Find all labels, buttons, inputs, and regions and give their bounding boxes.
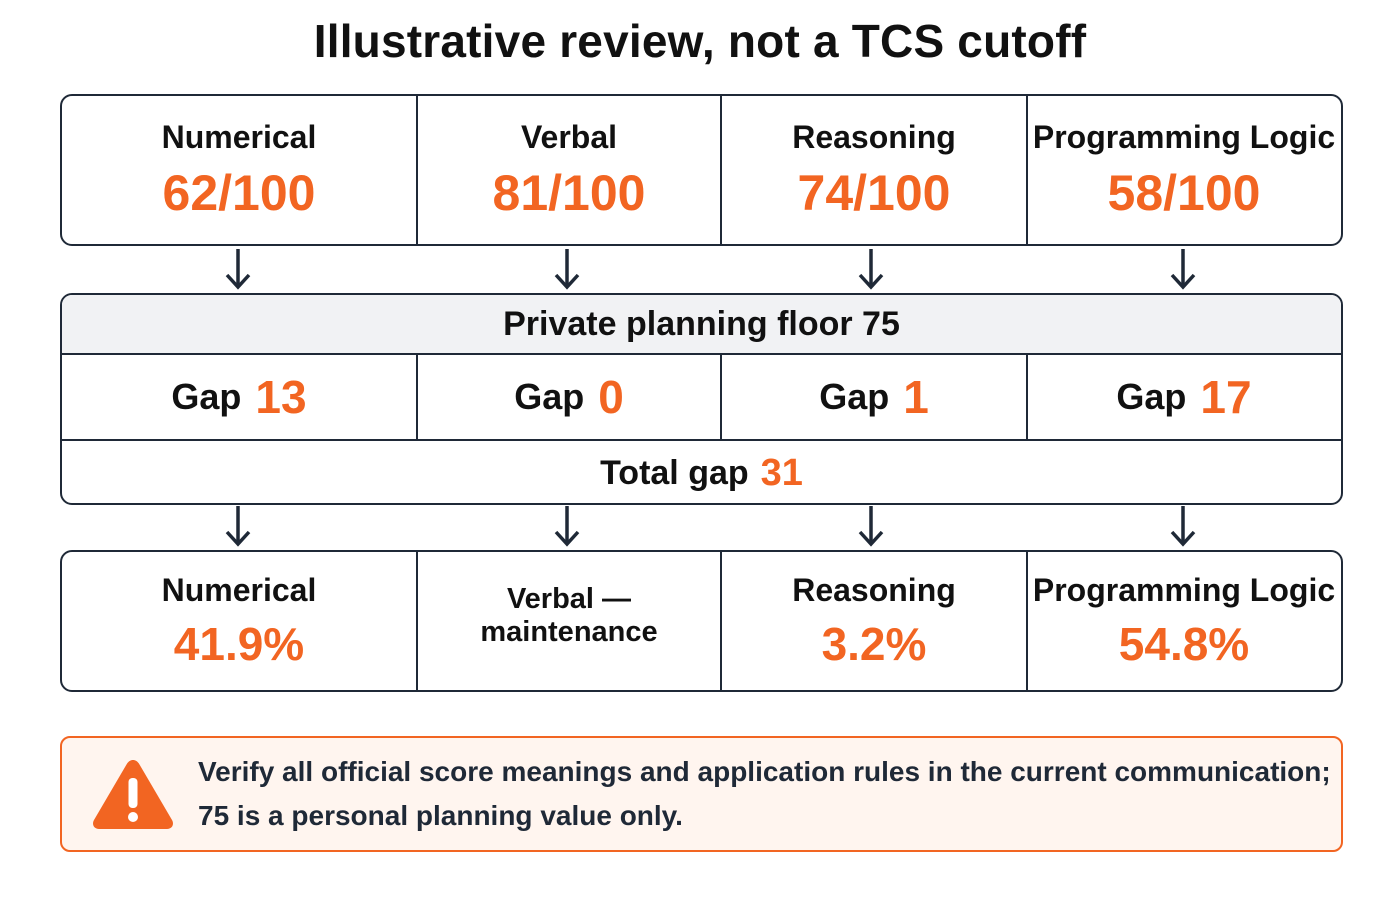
gap-label: Gap	[171, 376, 242, 417]
score-cell-programming-logic: Programming Logic 58/100	[1026, 96, 1340, 244]
gap-value: 13	[255, 371, 307, 423]
down-arrow-icon	[858, 249, 884, 290]
total-gap-row: Total gap 31	[62, 441, 1341, 503]
gap-value: 0	[598, 371, 624, 423]
warning-triangle-icon	[93, 760, 173, 829]
page-title: Illustrative review, not a TCS cutoff	[313, 15, 1087, 67]
section-label: Reasoning	[792, 118, 956, 155]
gap-cell-reasoning: Gap 1	[720, 355, 1026, 439]
gap-label: Gap	[1116, 376, 1187, 417]
score-cell-reasoning: Reasoning 74/100	[720, 96, 1026, 244]
warning-line: Verify all official score meanings and a…	[198, 756, 1331, 787]
gap-share-panel: Numerical 41.9% Verbal — maintenance Rea…	[60, 550, 1343, 692]
section-label: Programming Logic	[1032, 118, 1336, 155]
share-label: Verbal — maintenance	[480, 583, 658, 648]
down-arrow-icon	[554, 506, 580, 547]
warning-callout: Verify all official score meanings and a…	[60, 736, 1343, 852]
planning-floor-panel: Private planning floor 75 Gap 13 Gap 0 G…	[60, 293, 1343, 505]
down-arrow-icon	[554, 249, 580, 290]
gap-label: Gap	[819, 376, 890, 417]
section-score: 58/100	[1107, 164, 1261, 221]
section-score: 81/100	[492, 164, 646, 221]
down-arrow-icon	[225, 506, 251, 547]
gap-value: 17	[1200, 371, 1252, 423]
gap-cell-verbal: Gap 0	[416, 355, 720, 439]
share-cell-reasoning: Reasoning 3.2%	[720, 552, 1026, 690]
section-score: 74/100	[797, 164, 951, 221]
score-cell-numerical: Numerical 62/100	[62, 96, 416, 244]
share-cell-verbal: Verbal — maintenance	[416, 552, 720, 690]
share-cell-programming-logic: Programming Logic 54.8%	[1026, 552, 1340, 690]
section-score: 62/100	[162, 164, 316, 221]
share-label: Programming Logic	[1032, 571, 1336, 608]
down-arrow-icon	[225, 249, 251, 290]
down-arrow-icon	[858, 506, 884, 547]
share-value: 54.8%	[1118, 617, 1250, 670]
share-label: Reasoning	[792, 571, 956, 608]
total-gap-label: Total gap	[600, 453, 749, 492]
warning-line: 75 is a personal planning value only.	[198, 800, 683, 831]
down-arrow-icon	[1170, 249, 1196, 290]
section-label: Verbal	[520, 118, 618, 155]
total-gap-value: 31	[760, 451, 803, 494]
gap-row: Gap 13 Gap 0 Gap 1 Gap 17	[62, 355, 1341, 441]
warning-text: Verify all official score meanings and a…	[198, 750, 1331, 838]
gap-cell-programming-logic: Gap 17	[1026, 355, 1340, 439]
score-cell-verbal: Verbal 81/100	[416, 96, 720, 244]
gap-value: 1	[903, 371, 929, 423]
share-label: Numerical	[161, 571, 317, 608]
share-value: 41.9%	[173, 617, 305, 670]
gap-cell-numerical: Gap 13	[62, 355, 416, 439]
section-label: Numerical	[161, 118, 317, 155]
share-value: 3.2%	[821, 617, 927, 670]
planning-floor-header: Private planning floor 75	[62, 295, 1341, 355]
down-arrow-icon	[1170, 506, 1196, 547]
gap-label: Gap	[514, 376, 585, 417]
scores-panel: Numerical 62/100 Verbal 81/100 Reasoning…	[60, 94, 1343, 246]
share-cell-numerical: Numerical 41.9%	[62, 552, 416, 690]
